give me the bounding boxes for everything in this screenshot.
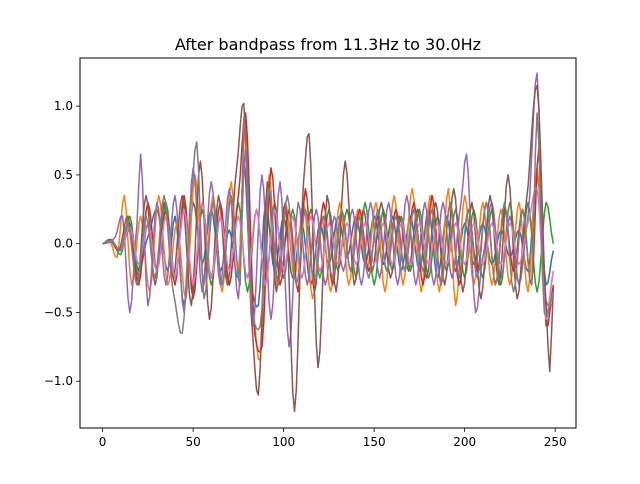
y-tick-label: 1.0 <box>54 99 73 113</box>
series-line-7 <box>102 187 555 321</box>
x-axis: 0 50 100 150 200 250 <box>99 428 567 449</box>
x-tick-label: 150 <box>363 435 386 449</box>
x-tick-label: 100 <box>272 435 295 449</box>
chart-title: After bandpass from 11.3Hz to 30.0Hz <box>175 35 481 54</box>
y-tick-label: 0.5 <box>54 168 73 182</box>
series-line-8 <box>102 112 555 334</box>
y-axis: −1.0 −0.5 0.0 0.5 1.0 <box>44 99 80 388</box>
x-tick-label: 200 <box>453 435 476 449</box>
y-tick-label: −1.0 <box>44 374 73 388</box>
x-tick-label: 250 <box>544 435 567 449</box>
y-tick-label: −0.5 <box>44 305 73 319</box>
x-tick-label: 50 <box>185 435 200 449</box>
x-tick-label: 0 <box>99 435 107 449</box>
series-layer <box>102 72 555 413</box>
series-line-5 <box>102 72 554 348</box>
plot-area-frame <box>79 57 577 429</box>
y-tick-label: 0.0 <box>54 237 73 251</box>
